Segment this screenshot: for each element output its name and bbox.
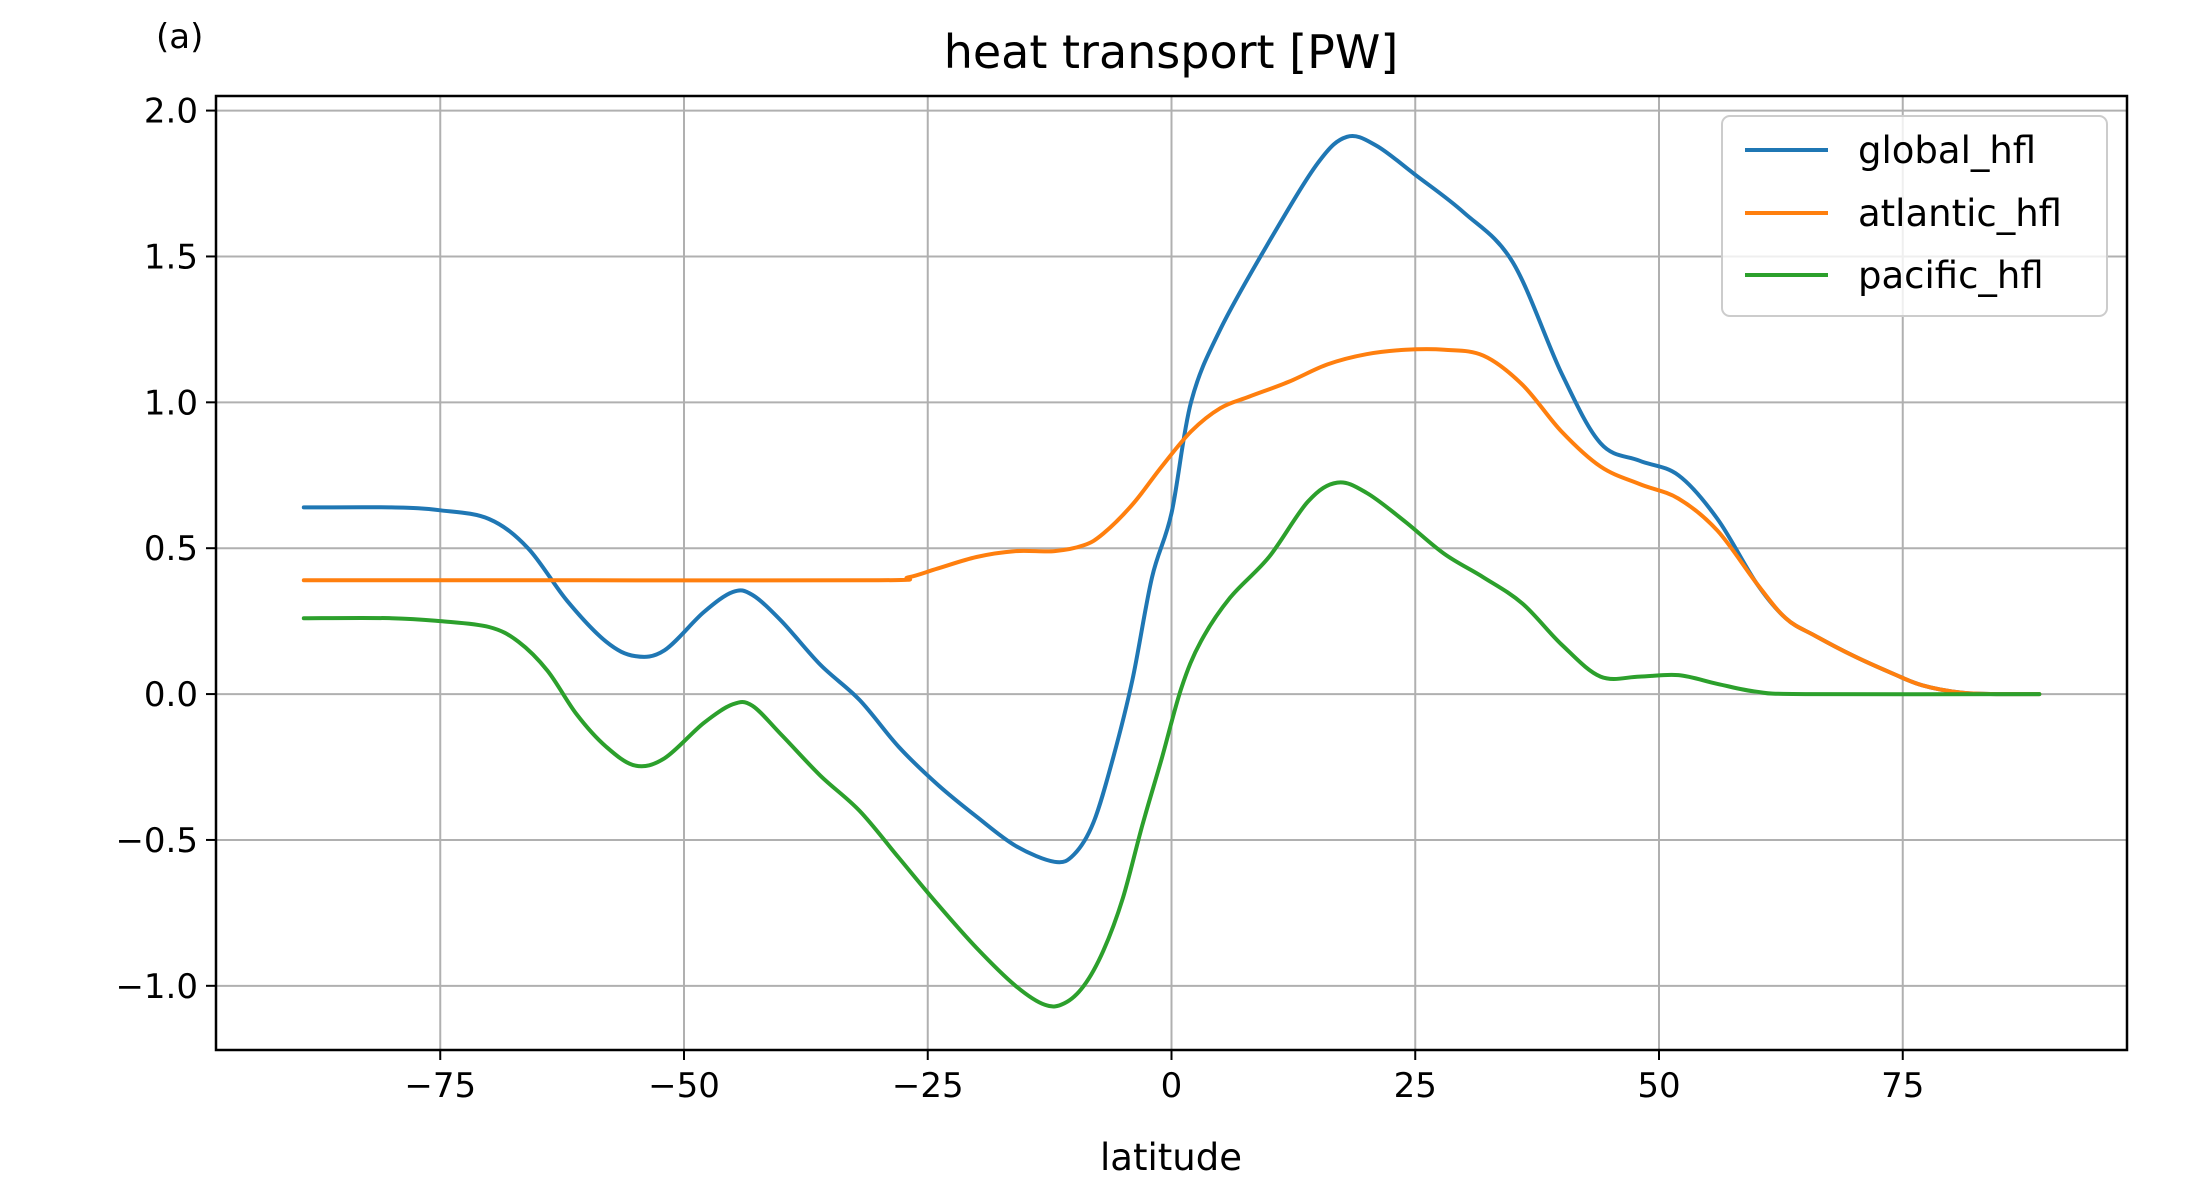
x-tick-label: 25 xyxy=(1394,1066,1437,1106)
x-tick-label: −25 xyxy=(892,1066,964,1106)
series-lines xyxy=(301,134,2042,1009)
legend: global_hfl atlantic_hfl pacific_hfl xyxy=(1721,115,2108,317)
series-line-pacific_hfl xyxy=(301,480,2042,1009)
y-tick-label: 0.0 xyxy=(144,675,198,715)
x-axis-label: latitude xyxy=(1100,1136,1242,1179)
x-tick-label: 0 xyxy=(1161,1066,1183,1106)
x-tick-label: −75 xyxy=(404,1066,476,1106)
y-tick-label: −0.5 xyxy=(115,821,198,861)
y-tick-label: 0.5 xyxy=(144,529,198,569)
y-tick-label: 1.0 xyxy=(144,383,198,423)
x-tick-label: 50 xyxy=(1637,1066,1680,1106)
series-line-atlantic_hfl xyxy=(301,347,2042,697)
y-tick-label: −1.0 xyxy=(115,967,198,1007)
panel-label: (a) xyxy=(156,17,203,57)
chart-title: heat transport [PW] xyxy=(944,25,1399,79)
legend-box xyxy=(1721,115,2108,317)
legend-label-atlantic: atlantic_hfl xyxy=(1858,192,2062,235)
y-tick-label: 1.5 xyxy=(144,237,198,277)
y-tick-label: 2.0 xyxy=(144,92,198,132)
x-tick-label: 75 xyxy=(1881,1066,1924,1106)
legend-label-pacific: pacific_hfl xyxy=(1858,254,2044,297)
x-tick-label: −50 xyxy=(648,1066,720,1106)
legend-label-global: global_hfl xyxy=(1858,129,2036,172)
axis-ticks: −75 −50 −25 0 25 50 75 −1.0 −0.5 0.0 0.5 1.0 1.5 2.0 xyxy=(115,92,1924,1106)
